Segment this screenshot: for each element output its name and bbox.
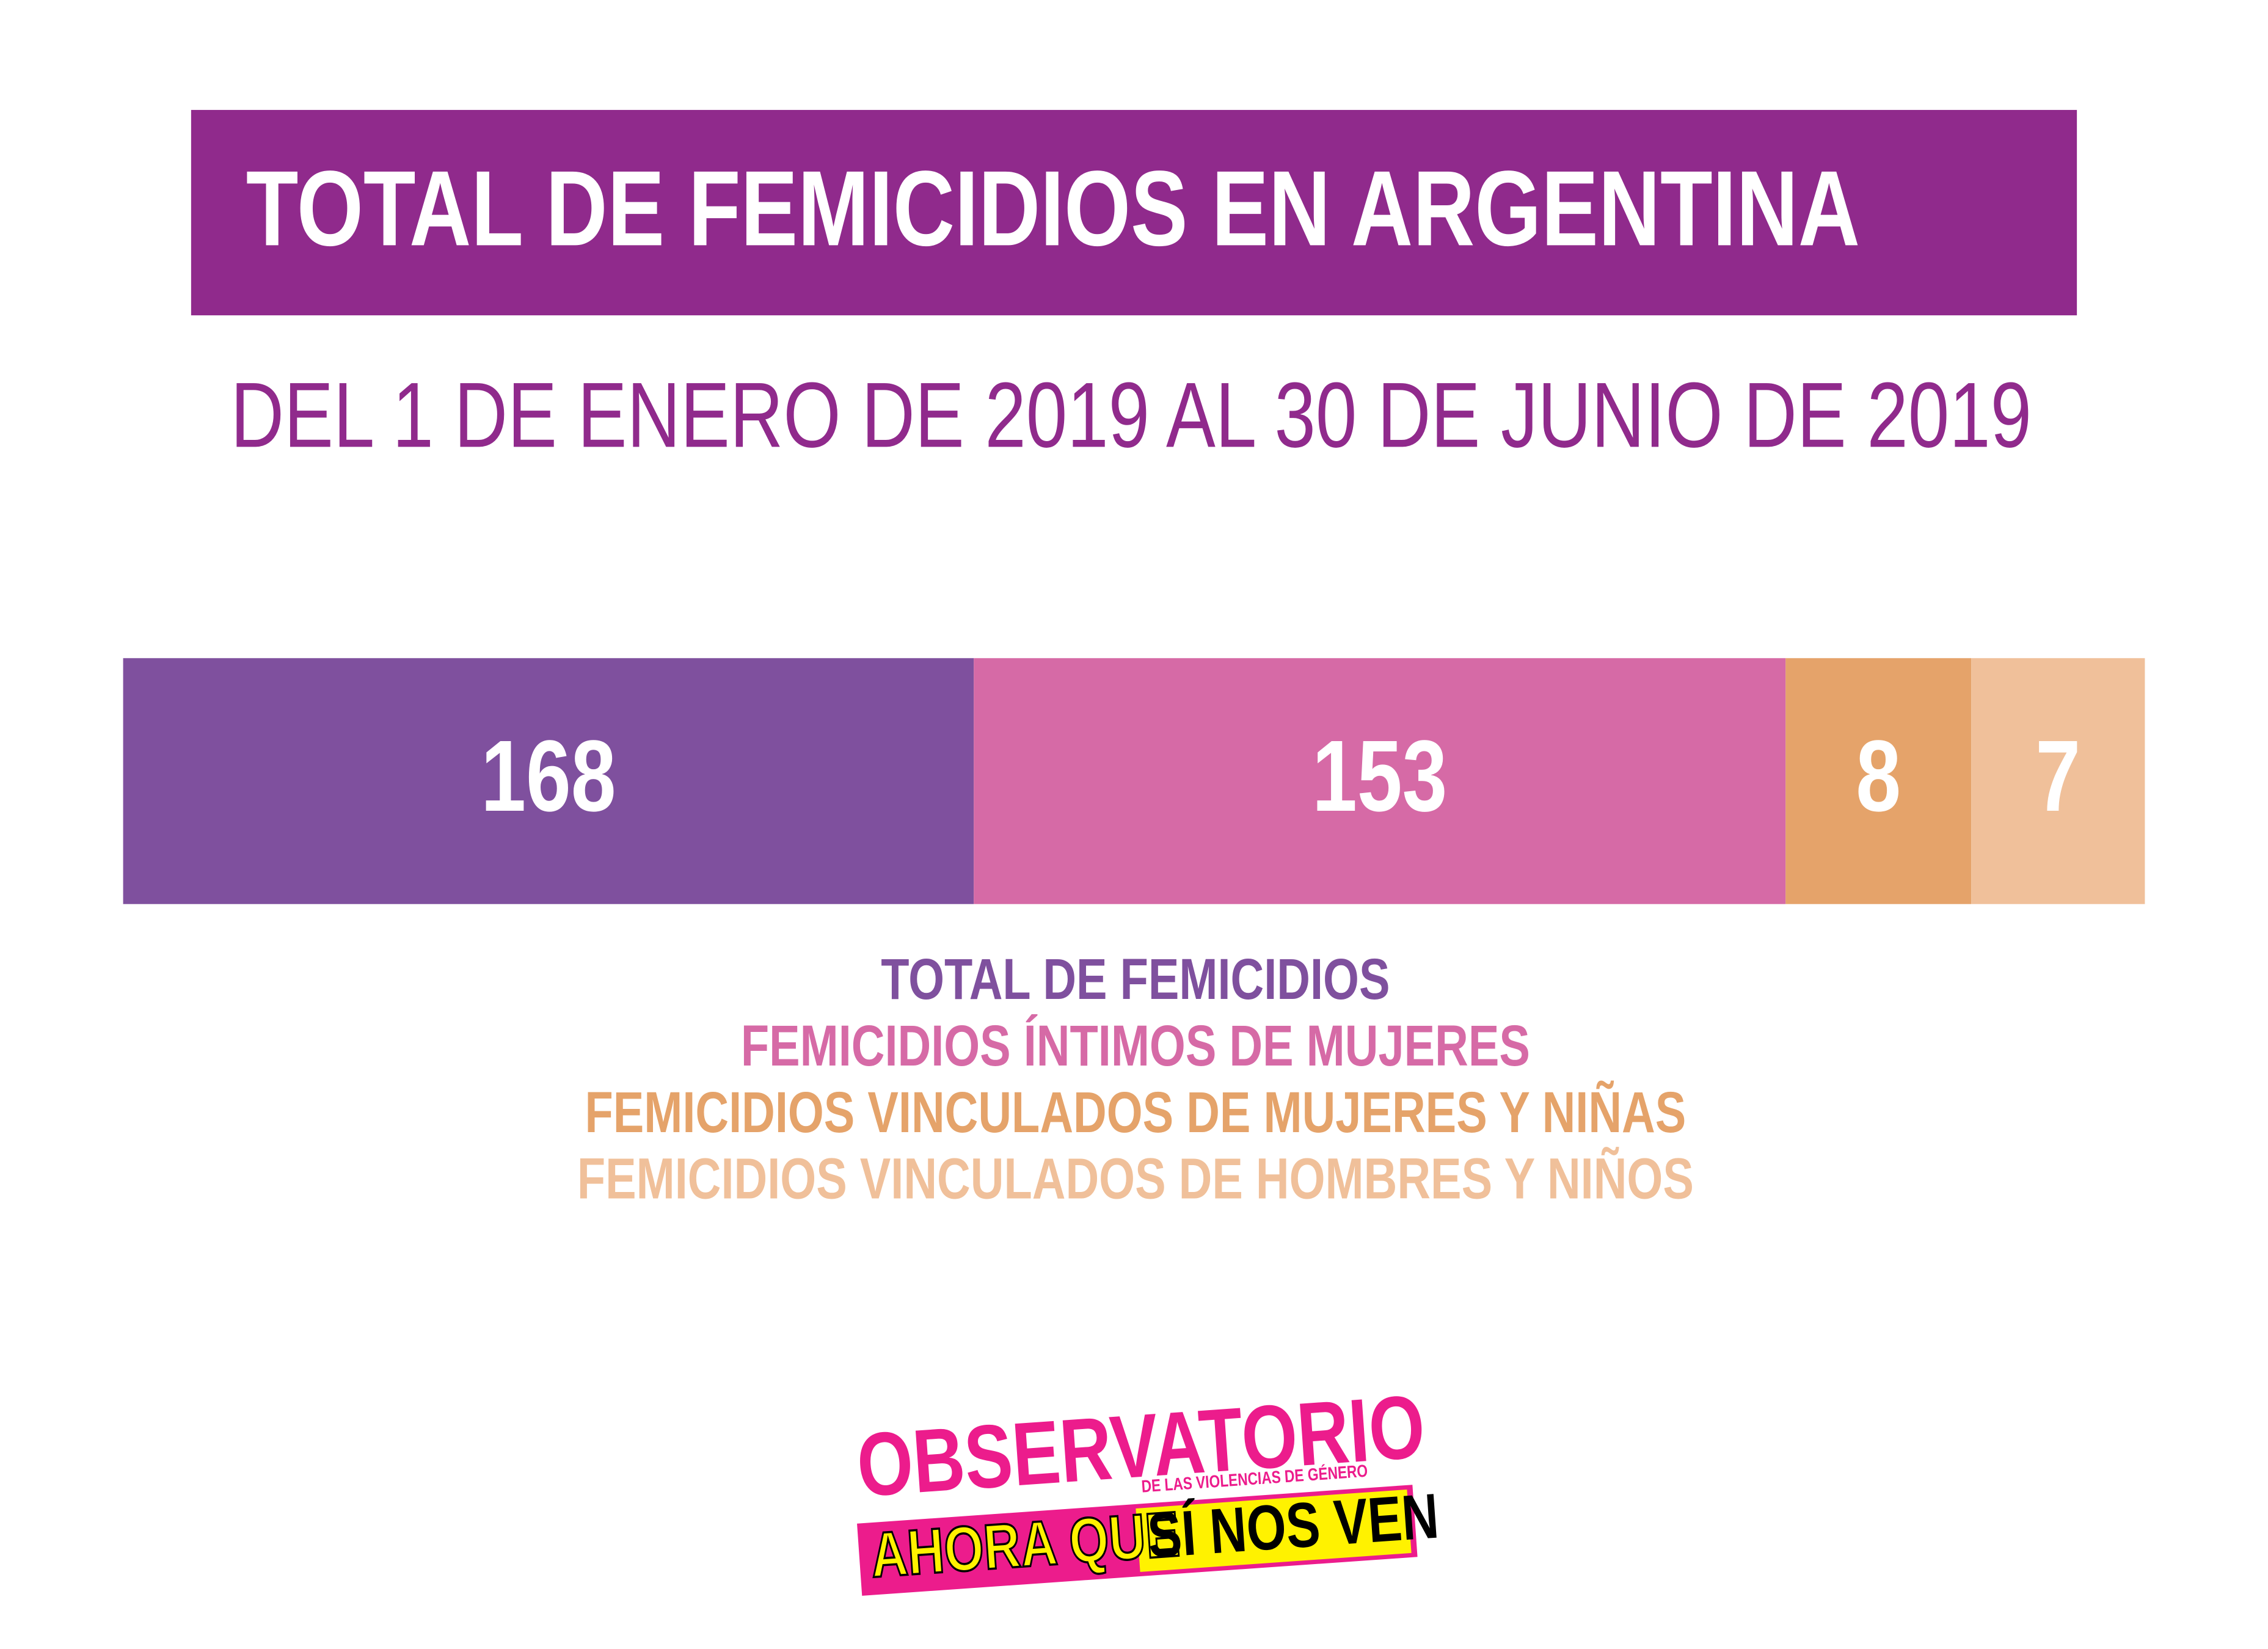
value-label: 153 [1312, 720, 1447, 833]
logo-highlight [1136, 1489, 1412, 1572]
chart-subtitle: DEL 1 DE ENERO DE 2019 AL 30 DE JUNIO DE… [230, 364, 2032, 467]
bar-segment [123, 658, 974, 904]
bar-segment [1971, 658, 2145, 904]
chart-title: TOTAL DE FEMICIDIOS EN ARGENTINA [246, 148, 1860, 268]
title-box [191, 109, 2077, 316]
legend-entry: FEMICIDIOS VINCULADOS DE HOMBRES Y NIÑOS [577, 1147, 1694, 1212]
value-label: 8 [1856, 720, 1901, 833]
legend-entry: FEMICIDIOS ÍNTIMOS DE MUJERES [741, 1014, 1530, 1078]
value-label: 168 [481, 720, 616, 833]
value-label: 7 [2035, 720, 2080, 833]
legend-entry: TOTAL DE FEMICIDIOS [881, 947, 1390, 1012]
legend-entry: FEMICIDIOS VINCULADOS DE MUJERES Y NIÑAS [585, 1080, 1686, 1145]
bar-segment [1785, 658, 1972, 904]
bar-group: 168 153 8 7 [123, 658, 2145, 904]
bar-segment [974, 658, 1786, 904]
